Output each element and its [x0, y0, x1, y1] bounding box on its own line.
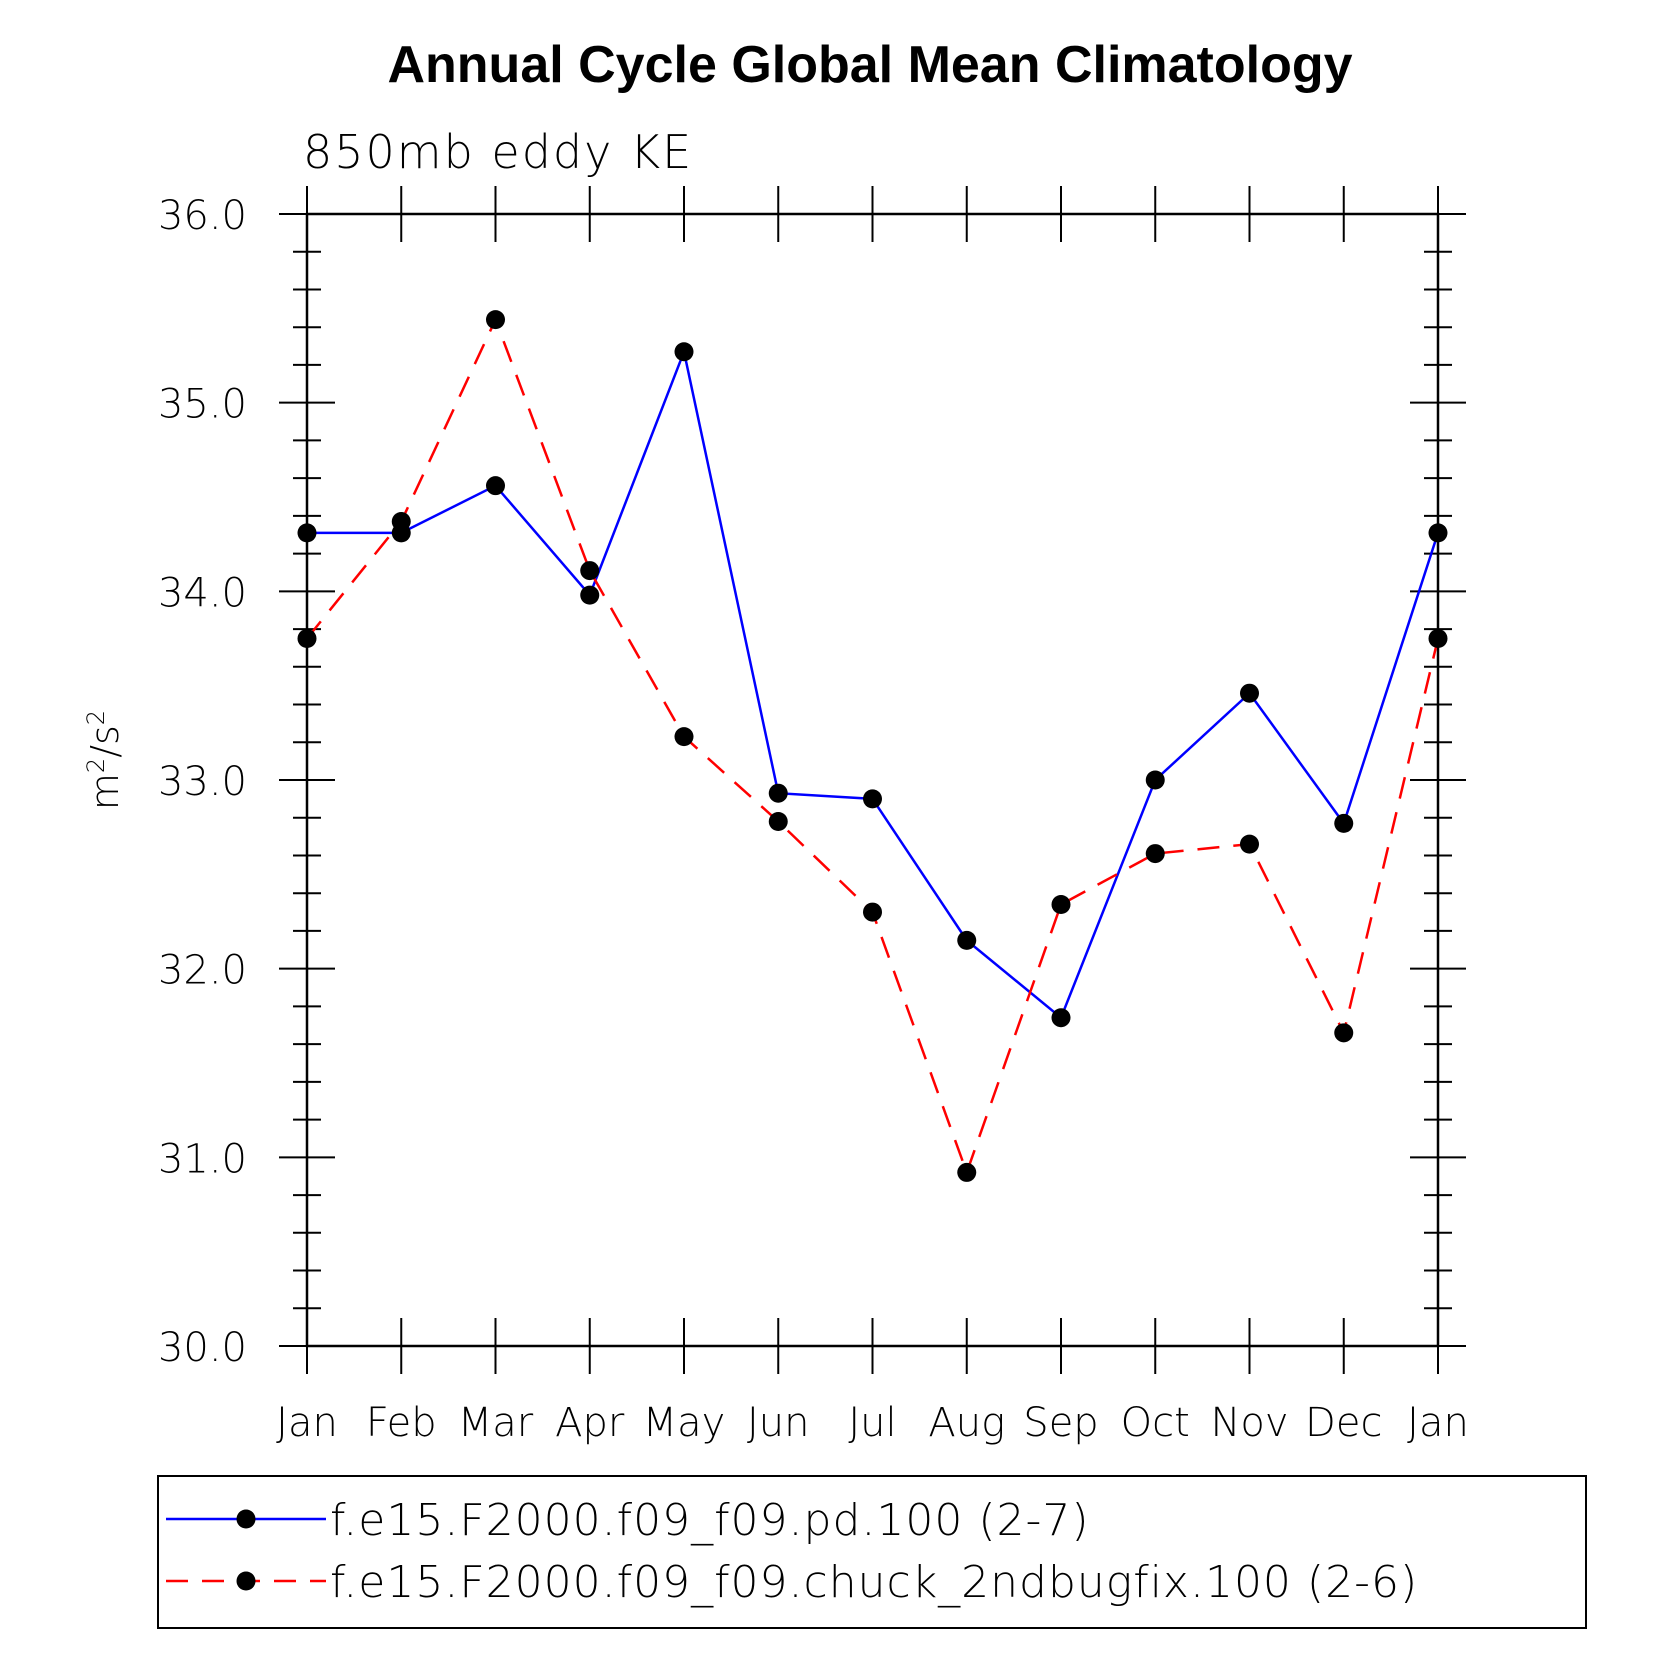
x-tick-label: Apr	[555, 1400, 625, 1446]
series-2-point	[580, 561, 600, 581]
series-1-point	[674, 342, 694, 362]
series-2-point	[1240, 834, 1259, 854]
legend-marker-1	[236, 1509, 256, 1529]
y-tick-label: 33.0	[158, 759, 247, 805]
x-tick-label: Nov	[1210, 1400, 1288, 1446]
x-tick-label: Aug	[928, 1400, 1005, 1446]
legend-label-1: f.e15.F2000.f09_f09.pd.100 (2-7)	[330, 1495, 1090, 1546]
y-axis-label: m2/s2	[82, 710, 127, 810]
series-1-point	[1051, 1008, 1071, 1028]
plot-frame	[305, 212, 1440, 1348]
series-1-point	[297, 523, 317, 543]
series-2-point	[486, 310, 505, 330]
legend-box	[157, 1475, 1587, 1629]
series-2-point	[1428, 629, 1448, 648]
y-axis-label-base: m	[83, 773, 127, 810]
series-1-point	[1145, 770, 1165, 790]
legend-label-2: f.e15.F2000.f09_f09.chuck_2ndbugfix.100 …	[330, 1557, 1418, 1608]
series-2-point	[1051, 895, 1071, 915]
series-1-point	[1428, 523, 1448, 543]
legend: f.e15.F2000.f09_f09.pd.100 (2-7) f.e15.F2…	[157, 1475, 1587, 1629]
series-1-point	[768, 783, 788, 803]
series-1-point	[863, 789, 882, 809]
x-tick-label: Oct	[1121, 1400, 1190, 1446]
axes: 30.0 31.0 32.0 33.0 34.0 35.0 36.0 Jan Feb Mar Apr…	[158, 186, 1469, 1446]
y-axis-label-sup-1: 2	[82, 758, 110, 773]
series-2-point	[1334, 1023, 1354, 1043]
y-axis-label-sup-2: 2	[82, 710, 110, 725]
series-1-point	[486, 476, 505, 496]
x-tick-label: May	[643, 1400, 726, 1446]
series-2-point	[391, 512, 411, 532]
series-2-point	[1145, 844, 1165, 864]
x-tick-label: Dec	[1305, 1400, 1382, 1446]
x-tick-label: Jan	[276, 1400, 338, 1446]
x-tick-label: Feb	[366, 1400, 437, 1446]
series-1-point	[1240, 683, 1259, 703]
series-2-point	[297, 629, 317, 648]
y-axis-label-mid: /s	[83, 725, 127, 758]
y-tick-label: 35.0	[158, 382, 247, 428]
x-tick-label: Jan	[1407, 1400, 1469, 1446]
y-tick-label: 30.0	[158, 1325, 247, 1371]
y-tick-label: 34.0	[158, 570, 247, 616]
series-2-point	[863, 902, 882, 922]
series-line-2	[306, 316, 1440, 1177]
y-tick-label: 36.0	[158, 193, 247, 239]
series-layer	[297, 310, 1448, 1182]
series-1-point	[957, 930, 977, 950]
x-tick-label: Sep	[1023, 1400, 1098, 1446]
series-2-point	[674, 727, 694, 747]
series-2-point	[957, 1162, 977, 1182]
x-tick-label: Mar	[458, 1400, 534, 1446]
series-1-point	[580, 585, 600, 605]
chart-subtitle: 850mb eddy KE	[303, 125, 693, 179]
chart-title: Annual Cycle Global Mean Climatology	[387, 36, 1352, 94]
legend-marker-2	[236, 1571, 256, 1591]
series-1-point	[1334, 813, 1354, 833]
series-2-point	[768, 812, 788, 832]
y-tick-label: 31.0	[158, 1136, 247, 1182]
x-tick-label: Jun	[747, 1400, 810, 1446]
x-tick-label: Jul	[848, 1400, 896, 1446]
y-tick-label: 32.0	[158, 948, 247, 994]
